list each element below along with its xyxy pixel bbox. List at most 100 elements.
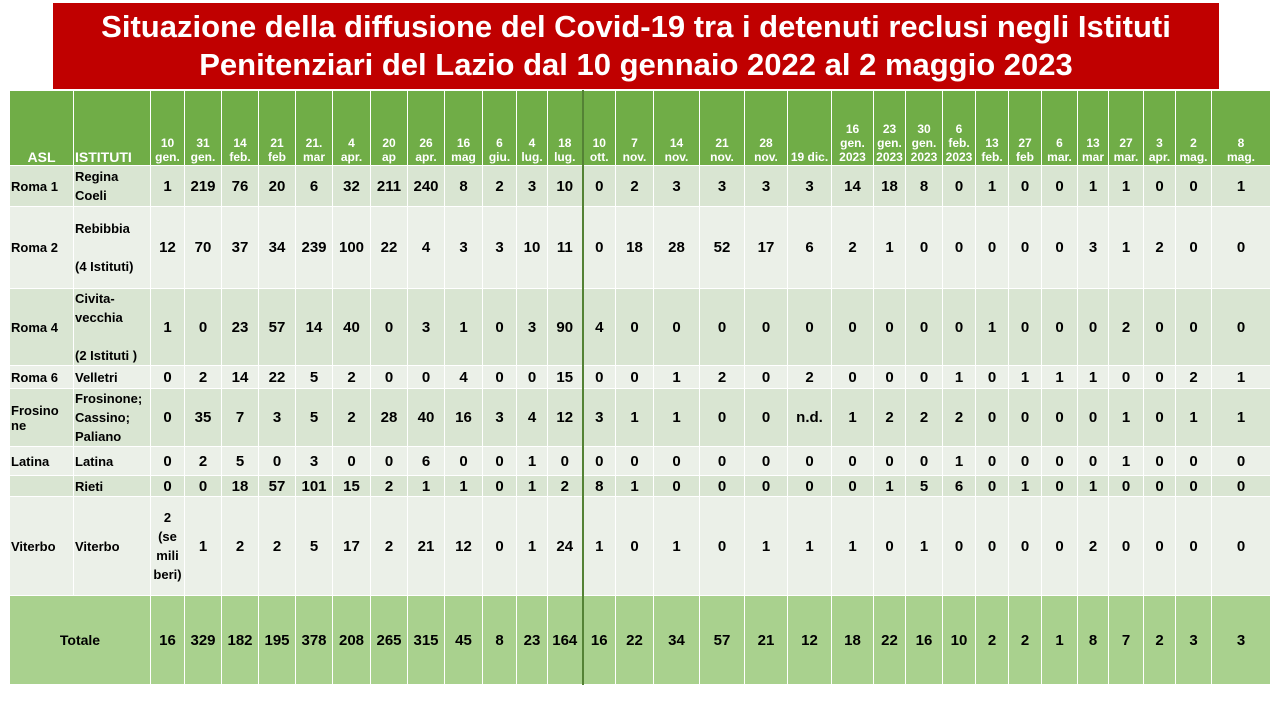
total-value: 21: [744, 595, 788, 685]
total-value: 7: [1108, 595, 1144, 685]
value-cell: 0: [150, 388, 185, 447]
value-cell: 0: [1041, 388, 1078, 447]
value-cell: 90: [547, 288, 583, 366]
value-cell: 3: [787, 165, 832, 207]
value-cell: 0: [444, 446, 483, 476]
value-cell: 219: [184, 165, 222, 207]
value-cell: 0: [150, 365, 185, 389]
value-cell: 0: [370, 446, 408, 476]
header-date: 16 mag: [444, 90, 483, 166]
value-cell: 0: [744, 365, 788, 389]
value-cell: 1: [516, 496, 548, 596]
value-cell: 0: [942, 288, 976, 366]
value-cell: 0: [873, 496, 906, 596]
value-cell: 7: [221, 388, 259, 447]
value-cell: 0: [1008, 496, 1042, 596]
value-cell: 1: [1041, 365, 1078, 389]
value-cell: 3: [516, 165, 548, 207]
value-cell: 2: [370, 475, 408, 497]
value-cell: 0: [975, 388, 1009, 447]
table-row: Roma 1 Regina Coeli 1 219 76 20 6 32 211 240 8 2 3 10…: [9, 165, 1271, 207]
value-cell: 2: [942, 388, 976, 447]
value-cell: 0: [831, 288, 874, 366]
value-cell: 1: [444, 288, 483, 366]
table-row: Roma 6 Velletri 0 2 14 22 5 2 0 0 4 0 0 15 0 0 1 2 0 2 0 0 0 1 0…: [9, 365, 1271, 389]
header-date: 6 giu.: [482, 90, 517, 166]
value-cell: 1: [873, 206, 906, 289]
total-value: 45: [444, 595, 483, 685]
value-cell: 3: [258, 388, 296, 447]
value-cell: 17: [744, 206, 788, 289]
value-cell: 0: [744, 475, 788, 497]
value-cell: 0: [482, 365, 517, 389]
value-cell: 8: [905, 165, 943, 207]
covid-table: ASL ISTITUTI 10 gen. 31 gen. 14 feb. 21 feb…: [9, 90, 1271, 685]
value-cell: 2: [221, 496, 259, 596]
value-cell: 14: [831, 165, 874, 207]
value-cell: 2: [370, 496, 408, 596]
value-cell: 0: [482, 288, 517, 366]
value-cell: 18: [615, 206, 654, 289]
total-value: 22: [873, 595, 906, 685]
value-cell: 0: [150, 446, 185, 476]
value-cell: 0: [975, 446, 1009, 476]
title-line-1: Situazione della diffusione del Covid-19…: [101, 9, 1171, 44]
value-cell: 0: [581, 206, 616, 289]
title-line-2: Penitenziari del Lazio dal 10 gennaio 20…: [199, 47, 1073, 82]
header-date: 23 gen. 2023: [873, 90, 906, 166]
table-row: Rieti 0 0 18 57 101 15 2 1 1 0 1 2 8 1 0 0 0 0 0 1 5 6 0 1 0 1 0 0 0 0: [9, 475, 1271, 497]
value-cell: 0: [831, 446, 874, 476]
value-cell: 0: [615, 288, 654, 366]
header-asl: ASL: [9, 90, 74, 166]
value-cell: 0: [1211, 475, 1271, 497]
value-cell: 1: [407, 475, 445, 497]
value-cell: 0: [1077, 288, 1109, 366]
value-cell: 0: [905, 206, 943, 289]
header-date: 4 apr.: [332, 90, 371, 166]
value-cell: 6: [407, 446, 445, 476]
value-cell: 2: [787, 365, 832, 389]
value-cell: 0: [482, 446, 517, 476]
asl-cell: Frosino ne: [9, 388, 74, 447]
value-cell: 0: [744, 288, 788, 366]
value-cell: 5: [295, 365, 333, 389]
header-date: 27 feb: [1008, 90, 1042, 166]
value-cell: 0: [581, 446, 616, 476]
header-date: 21. mar: [295, 90, 333, 166]
value-cell: 3: [1077, 206, 1109, 289]
value-cell: 2: [1077, 496, 1109, 596]
header-date: 26 apr.: [407, 90, 445, 166]
value-cell: 16: [444, 388, 483, 447]
asl-cell: Roma 2: [9, 206, 74, 289]
value-cell: 0: [1211, 206, 1271, 289]
value-cell: 35: [184, 388, 222, 447]
total-value: 10: [942, 595, 976, 685]
value-cell: 0: [547, 446, 583, 476]
value-cell: 240: [407, 165, 445, 207]
value-cell: 0: [831, 475, 874, 497]
value-cell: 2: [258, 496, 296, 596]
value-cell: 0: [699, 288, 745, 366]
value-cell: 0: [699, 446, 745, 476]
value-cell: 2: [905, 388, 943, 447]
total-value: 195: [258, 595, 296, 685]
value-cell: 4: [516, 388, 548, 447]
value-cell: 4: [581, 288, 616, 366]
value-cell: 1: [184, 496, 222, 596]
value-cell: 0: [482, 475, 517, 497]
value-cell: 0: [1175, 165, 1212, 207]
asl-cell: [9, 475, 74, 497]
value-cell: 0: [615, 446, 654, 476]
value-cell: 6: [942, 475, 976, 497]
value-cell: 0: [873, 446, 906, 476]
value-cell: 0: [699, 388, 745, 447]
value-cell: 70: [184, 206, 222, 289]
value-cell: 0: [1143, 165, 1176, 207]
value-cell: 8: [444, 165, 483, 207]
value-cell: 2: [332, 388, 371, 447]
value-cell: 1: [905, 496, 943, 596]
value-cell: 0: [1108, 475, 1144, 497]
value-cell: 57: [258, 475, 296, 497]
value-cell: 15: [332, 475, 371, 497]
value-cell: 14: [221, 365, 259, 389]
